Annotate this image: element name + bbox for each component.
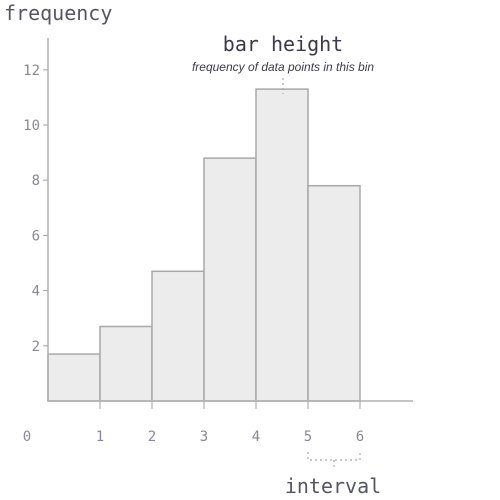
y-tick-label: 12 bbox=[23, 63, 40, 79]
histogram-bar bbox=[99, 325, 153, 402]
bar-height-subtitle: frequency of data points in this bin bbox=[192, 60, 374, 74]
histogram-bar bbox=[203, 157, 257, 402]
y-axis-label: frequency bbox=[4, 1, 112, 25]
histogram-bar bbox=[151, 270, 205, 402]
y-tick-label: 10 bbox=[23, 118, 40, 134]
interval-bracket bbox=[307, 452, 361, 468]
axes-layer bbox=[47, 38, 413, 402]
bar-height-title: bar height bbox=[223, 32, 343, 56]
x-tick-label: 3 bbox=[200, 429, 208, 445]
bars-layer bbox=[47, 88, 361, 402]
x-tick-label: 0 bbox=[23, 429, 31, 445]
x-axis-label: interval bbox=[285, 474, 381, 498]
y-tick-label: 4 bbox=[32, 284, 40, 300]
x-tick-label: 5 bbox=[304, 429, 312, 445]
histogram-bar bbox=[255, 88, 309, 402]
x-tick-label: 6 bbox=[356, 429, 364, 445]
interval-bracket-line bbox=[307, 452, 361, 461]
bar-height-annotation: bar height frequency of data points in t… bbox=[192, 32, 374, 94]
histogram-bar bbox=[47, 353, 101, 402]
y-tick-label: 8 bbox=[32, 173, 40, 189]
y-tick-label: 2 bbox=[32, 339, 40, 355]
y-tick-label: 6 bbox=[32, 228, 40, 244]
histogram-bar bbox=[307, 184, 361, 402]
x-tick-label: 2 bbox=[148, 429, 156, 445]
x-tick-label: 1 bbox=[96, 429, 104, 445]
x-tick-label: 4 bbox=[252, 429, 260, 445]
